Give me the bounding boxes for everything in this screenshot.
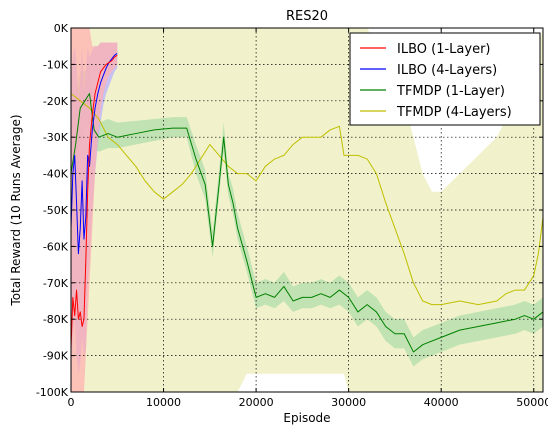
x-tick-label: 10000 (146, 396, 181, 409)
series-line (70, 93, 544, 353)
chart-title: RES20 (286, 9, 328, 24)
y-tick-label: -100K (36, 386, 69, 399)
x-tick-label: 30000 (331, 396, 366, 409)
x-tick-label: 50000 (516, 396, 548, 409)
series-line (70, 93, 544, 306)
legend-label: TFMDP (1-Layer) (396, 84, 505, 99)
y-tick-labels: 0K -10K -20K -30K -40K -50K -60K -70K -80K -90K -1… (36, 22, 69, 399)
y-tick-label: -70K (43, 277, 69, 290)
series-line (70, 54, 118, 349)
legend: ILBO (1-Layer) ILBO (4-Layers) TFMDP (1-La… (349, 32, 541, 126)
axis-ticks (70, 27, 543, 393)
x-tick-labels: 0 10000 20000 30000 40000 50000 (68, 396, 548, 409)
legend-label: ILBO (4-Layers) (397, 63, 497, 78)
y-axis-title: Total Reward (10 Runs Average) (9, 114, 23, 306)
x-tick-label: 20000 (239, 396, 274, 409)
x-axis-title: Episode (283, 411, 330, 425)
y-tick-label: -80K (43, 313, 69, 326)
series-lines (70, 53, 544, 353)
series-line (70, 53, 118, 255)
y-tick-label: -50K (43, 204, 69, 217)
y-tick-label: -30K (43, 131, 69, 144)
y-tick-label: -40K (43, 168, 69, 181)
x-tick-label: 40000 (424, 396, 459, 409)
y-tick-label: 0K (54, 22, 69, 35)
confidence-band (71, 28, 118, 392)
legend-label: TFMDP (4-Layers) (396, 105, 512, 120)
x-tick-label: 0 (68, 396, 75, 409)
y-tick-label: -10K (43, 58, 69, 71)
y-tick-label: -20K (43, 95, 69, 108)
legend-label: ILBO (1-Layer) (397, 42, 490, 57)
confidence-band (71, 64, 543, 367)
y-tick-label: -60K (43, 240, 69, 253)
y-tick-label: -90K (43, 350, 69, 363)
